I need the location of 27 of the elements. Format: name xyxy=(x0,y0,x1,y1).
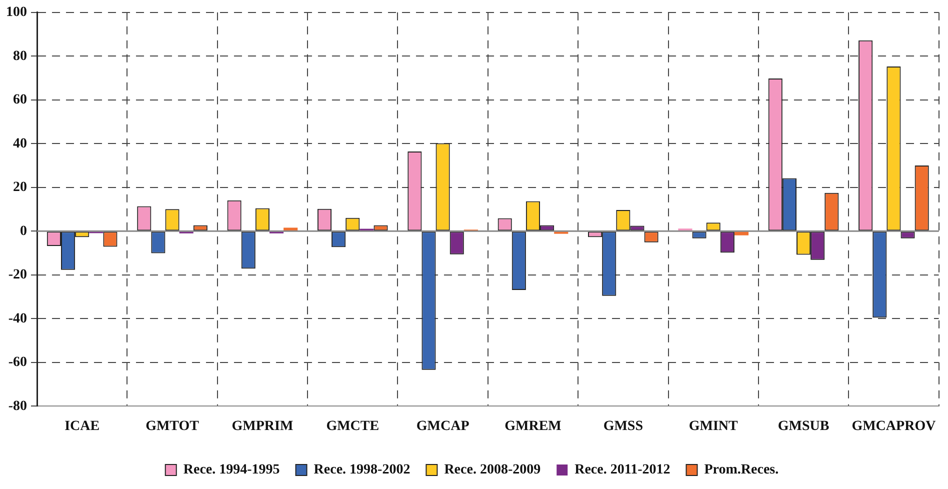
x-tick-label: GMCAP xyxy=(416,419,470,434)
y-tick-label: 80 xyxy=(13,48,27,64)
bar xyxy=(284,228,298,231)
y-tick-label: 40 xyxy=(13,136,27,152)
y-tick-label: 60 xyxy=(13,92,27,108)
y-tick-label: -80 xyxy=(8,398,27,414)
y-tick-label: -40 xyxy=(8,311,27,326)
x-tick-label: GMCAPROV xyxy=(852,419,936,434)
x-tick-label: ICAE xyxy=(64,419,100,434)
legend-label: Rece. 1998-2002 xyxy=(314,462,410,478)
legend-label: Rece. 1994-1995 xyxy=(183,462,280,478)
y-tick-label: 0 xyxy=(20,224,27,239)
x-tick-label: GMTOT xyxy=(146,419,200,434)
legend-label: Prom.Reces. xyxy=(704,462,779,478)
x-tick-label: GMINT xyxy=(688,419,739,434)
y-tick-label: 20 xyxy=(13,180,27,196)
y-tick-label: 100 xyxy=(6,5,27,20)
x-tick-label: GMPRIM xyxy=(232,419,294,434)
legend-label: Rece. 2011-2012 xyxy=(574,462,670,478)
bar xyxy=(734,232,749,236)
x-tick-label: GMSS xyxy=(603,419,644,434)
legend-label: Rece. 2008-2009 xyxy=(444,462,541,478)
x-tick-label: GMSUB xyxy=(778,419,830,434)
x-tick-label: GMREM xyxy=(504,419,562,434)
y-tick-label: -60 xyxy=(8,355,27,370)
y-tick-label: -20 xyxy=(8,268,27,283)
x-tick-label: GMCTE xyxy=(326,419,380,434)
